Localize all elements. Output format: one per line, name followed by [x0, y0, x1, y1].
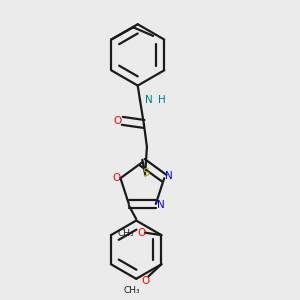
Text: N: N [165, 171, 173, 181]
Text: N: N [157, 200, 164, 210]
Text: O: O [112, 173, 121, 183]
Text: S: S [142, 168, 149, 178]
Text: O: O [138, 228, 146, 238]
Text: CH₃: CH₃ [118, 229, 134, 238]
Text: O: O [113, 116, 122, 126]
Text: O: O [141, 275, 149, 286]
Text: H: H [158, 95, 166, 105]
Text: N: N [145, 95, 153, 105]
Text: CH₃: CH₃ [124, 286, 140, 295]
